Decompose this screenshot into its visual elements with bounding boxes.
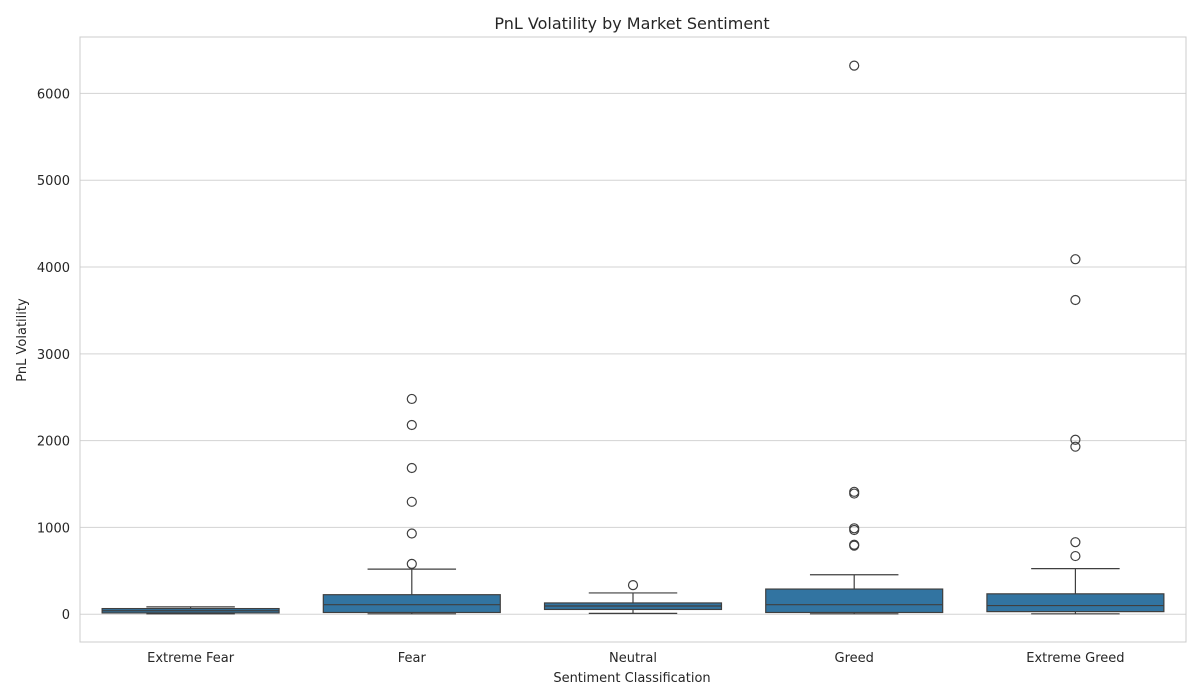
plot-frame <box>79 36 1187 643</box>
box-group <box>543 580 723 614</box>
x-tick-label: Fear <box>398 651 427 666</box>
iqr-box <box>322 594 501 614</box>
y-axis-label: PnL Volatility <box>15 298 30 382</box>
iqr-box <box>986 593 1165 613</box>
x-tick-label: Extreme Fear <box>147 651 235 666</box>
outlier-point <box>1070 434 1081 445</box>
x-tick-label: Extreme Greed <box>1026 651 1124 666</box>
boxes <box>101 60 1165 615</box>
iqr-box <box>765 588 944 614</box>
outlier-point <box>849 486 860 497</box>
box-group <box>986 254 1165 615</box>
y-tick-label: 6000 <box>37 87 70 102</box>
y-tick-label: 3000 <box>37 348 70 363</box>
outlier-point <box>406 419 417 431</box>
box-group <box>322 393 501 615</box>
outlier-point <box>849 60 860 71</box>
x-tick-label: Greed <box>835 651 874 666</box>
x-tick-labels: Extreme Fear Fear Neutral Greed Extreme Gree… <box>147 651 1124 666</box>
y-tick-labels: 0 1000 2000 3000 4000 5000 6000 <box>37 87 70 623</box>
outlier-point <box>406 528 417 539</box>
outlier-point <box>849 539 860 550</box>
outlier-point <box>849 523 860 534</box>
outlier-point <box>406 496 417 507</box>
y-tick-label: 4000 <box>37 261 70 276</box>
outlier-point <box>1070 441 1081 452</box>
y-tick-label: 1000 <box>37 521 70 536</box>
outlier-point <box>1070 550 1081 562</box>
outlier-point <box>1070 294 1081 306</box>
outlier-point <box>1070 537 1081 548</box>
y-tick-label: 0 <box>62 608 70 623</box>
y-tick-label: 5000 <box>37 174 70 189</box>
x-tick-label: Neutral <box>609 651 657 666</box>
y-tick-label: 2000 <box>37 435 70 450</box>
outlier-point <box>1070 254 1081 265</box>
x-axis-label: Sentiment Classification <box>553 671 710 686</box>
chart-title: PnL Volatility by Market Sentiment <box>494 14 769 33</box>
outlier-point <box>406 393 417 405</box>
grid-lines <box>80 92 1186 615</box>
outlier-point <box>406 558 417 569</box>
outlier-point <box>627 580 639 591</box>
outlier-point <box>406 462 417 474</box>
box-group <box>101 606 280 615</box>
box-group <box>765 60 944 615</box>
